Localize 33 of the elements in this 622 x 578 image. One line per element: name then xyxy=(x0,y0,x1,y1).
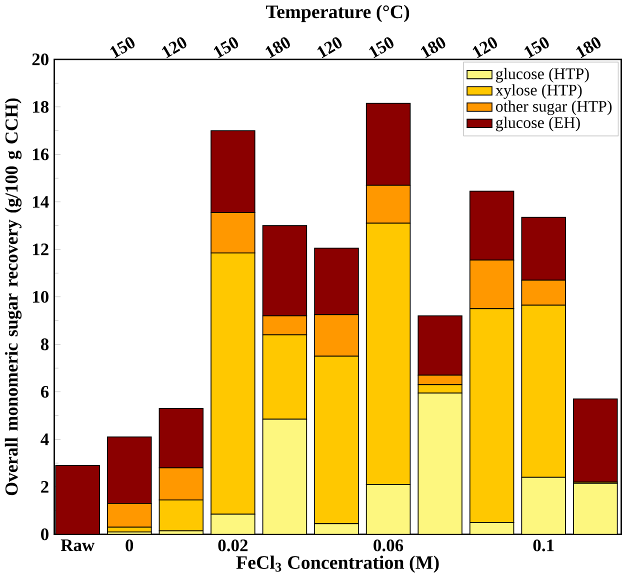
y-tick-label: 20 xyxy=(32,54,48,66)
y-tick-label: 6 xyxy=(40,386,49,398)
legend-label: other sugar (HTP) xyxy=(496,100,612,116)
y-tick-label: 12 xyxy=(33,244,48,256)
text: 180 xyxy=(576,37,601,58)
y-tick-label: 2 xyxy=(41,481,48,493)
legend-label: xylose (HTP) xyxy=(495,84,582,99)
x-tick-label: 0.06 xyxy=(374,540,404,552)
y-tick-label: 10 xyxy=(33,291,48,303)
x-tick-label: 0.1 xyxy=(533,540,554,552)
text: 150 xyxy=(214,37,238,58)
text: 120 xyxy=(317,37,342,58)
text: 120 xyxy=(472,37,498,58)
x-tick-label: 0.02 xyxy=(218,540,248,552)
y-tick-label: 18 xyxy=(33,101,49,113)
y-tick-label: 14 xyxy=(33,196,49,208)
text: 150 xyxy=(369,37,394,58)
x-axis-title: FeCl$_{3}$ Concentration (M) xyxy=(236,556,439,573)
y-tick-label: 16 xyxy=(33,148,49,160)
text: 150 xyxy=(110,37,135,58)
y-tick-label: 4 xyxy=(40,434,49,446)
x-tick-label: Raw xyxy=(60,540,95,552)
x2-axis-title: Temperature (°C) xyxy=(266,5,410,22)
legend-label: glucose (EH) xyxy=(496,116,580,132)
y-tick-label: 8 xyxy=(40,338,49,350)
text: 120 xyxy=(162,37,186,58)
text: 180 xyxy=(420,37,446,58)
text: 180 xyxy=(266,37,290,58)
y-tick-label: 0 xyxy=(41,528,48,540)
x-tick-label: 0 xyxy=(126,540,134,552)
legend-label: glucose (HTP) xyxy=(496,68,589,83)
y-axis-title: Overall monomeric sugar recovery (g/100 g CCH) xyxy=(4,98,22,496)
text: 150 xyxy=(524,37,549,58)
